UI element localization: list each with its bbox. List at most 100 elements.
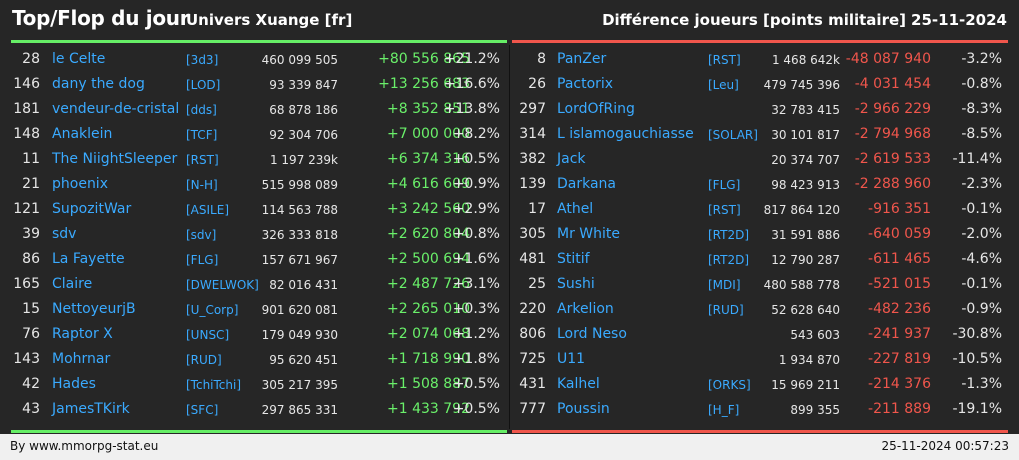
source-credit: By www.mmorpg-stat.eu [10,439,159,453]
alliance-tag-link[interactable]: [Leu] [708,78,739,92]
player-name-link[interactable]: PanZer [557,51,607,67]
rank: 431 [519,376,546,392]
player-name-link[interactable]: Raptor X [52,326,113,342]
points-value: 297 865 331 [261,403,338,417]
player-name-link[interactable]: SupozitWar [52,201,132,217]
flop-row: 139 Darkana [FLG] 98 423 913 -2 288 960 -2.3% [510,173,1019,198]
points-difference: +8 352 851 [387,101,470,117]
points-value: 305 217 395 [261,378,338,392]
rank: 777 [519,401,546,417]
alliance-tag-link[interactable]: [MDI] [708,278,741,292]
alliance-tag-link[interactable]: [DWELWOK] [186,278,259,292]
points-difference: -241 937 [868,326,931,342]
alliance-tag-link[interactable]: [RT2D] [708,228,750,242]
points-difference: -2 288 960 [854,176,931,192]
top-row: 21 phoenix [N-H] 515 998 089 +4 616 609 +0.9% [0,173,509,198]
player-name-link[interactable]: JamesTKirk [52,401,130,417]
alliance-tag-link[interactable]: [LOD] [186,78,221,92]
alliance-tag-link[interactable]: [RUD] [186,353,222,367]
player-name-link[interactable]: The NiightSleeper [52,151,178,167]
alliance-tag-link[interactable]: [RST] [186,153,219,167]
alliance-tag-link[interactable]: [FLG] [708,178,741,192]
rank: 806 [519,326,546,342]
alliance-tag-link[interactable]: [RST] [708,203,741,217]
points-value: 68 878 186 [269,103,338,117]
top-row: 39 sdv [sdv] 326 333 818 +2 620 804 +0.8% [0,223,509,248]
percent-change: -2.0% [961,226,1002,242]
percent-change: -2.3% [961,176,1002,192]
rank: 15 [22,301,40,317]
flop-row: 297 LordOfRing 32 783 415 -2 966 229 -8.3% [510,98,1019,123]
alliance-tag-link[interactable]: [sdv] [186,228,217,242]
player-name-link[interactable]: Sushi [557,276,595,292]
percent-change: +0.9% [452,176,500,192]
player-name-link[interactable]: Arkelion [557,301,614,317]
points-difference: +2 500 694 [387,251,470,267]
player-name-link[interactable]: U11 [557,351,586,367]
player-name-link[interactable]: Athel [557,201,594,217]
player-name-link[interactable]: Kalhel [557,376,600,392]
percent-change: +16.6% [443,76,500,92]
footer: By www.mmorpg-stat.eu 25-11-2024 00:57:2… [0,434,1019,460]
player-name-link[interactable]: Darkana [557,176,617,192]
alliance-tag-link[interactable]: [N-H] [186,178,218,192]
alliance-tag-link[interactable]: [H_F] [708,403,740,417]
alliance-tag-link[interactable]: [RST] [708,53,741,67]
percent-change: -10.5% [952,351,1002,367]
alliance-tag-link[interactable]: [3d3] [186,53,219,67]
header-date: 25-11-2024 [911,11,1007,29]
points-difference: +1 718 990 [387,351,470,367]
points-difference: -482 236 [868,301,931,317]
points-difference: -916 351 [868,201,931,217]
player-name-link[interactable]: Pactorix [557,76,614,92]
rank: 220 [519,301,546,317]
points-value: 114 563 788 [261,203,338,217]
alliance-tag-link[interactable]: [UNSC] [186,328,230,342]
alliance-tag-link[interactable]: [ORKS] [708,378,751,392]
player-name-link[interactable]: La Fayette [52,251,125,267]
alliance-tag-link[interactable]: [RUD] [708,303,744,317]
player-name-link[interactable]: Claire [52,276,93,292]
player-name-link[interactable]: Stitif [557,251,590,267]
alliance-tag-link[interactable]: [TchiTchi] [186,378,242,392]
points-difference: -4 031 454 [854,76,931,92]
player-name-link[interactable]: Jack [557,151,586,167]
points-difference: +7 000 000 [387,126,470,142]
percent-change: -1.3% [961,376,1002,392]
rank: 148 [13,126,40,142]
flop-accent-bar [512,40,1008,43]
player-name-link[interactable]: Mr White [557,226,620,242]
points-value: 480 588 778 [763,278,840,292]
alliance-tag-link[interactable]: [dds] [186,103,217,117]
alliance-tag-link[interactable]: [TCF] [186,128,218,142]
alliance-tag-link[interactable]: [ASILE] [186,203,229,217]
alliance-tag-link[interactable]: [RT2D] [708,253,750,267]
player-name-link[interactable]: Mohrnar [52,351,111,367]
player-name-link[interactable]: dany the dog [52,76,145,92]
points-value: 30 101 817 [771,128,840,142]
player-name-link[interactable]: vendeur-de-cristal [52,101,180,117]
points-difference: +1 433 792 [387,401,470,417]
player-name-link[interactable]: LordOfRing [557,101,635,117]
rank: 725 [519,351,546,367]
player-name-link[interactable]: le Celte [52,51,106,67]
alliance-tag-link[interactable]: [SOLAR] [708,128,758,142]
player-name-link[interactable]: phoenix [52,176,108,192]
player-name-link[interactable]: Anaklein [52,126,113,142]
player-name-link[interactable]: Lord Neso [557,326,627,342]
player-name-link[interactable]: NettoyeurjB [52,301,136,317]
player-name-link[interactable]: Poussin [557,401,610,417]
percent-change: +21.2% [443,51,500,67]
rank: 26 [528,76,546,92]
alliance-tag-link[interactable]: [SFC] [186,403,219,417]
player-name-link[interactable]: Hades [52,376,96,392]
alliance-tag-link[interactable]: [U_Corp] [186,303,239,317]
top-row: 143 Mohrnar [RUD] 95 620 451 +1 718 990 +1.8% [0,348,509,373]
flop-row: 25 Sushi [MDI] 480 588 778 -521 015 -0.1% [510,273,1019,298]
flop-row: 305 Mr White [RT2D] 31 591 886 -640 059 -2.0% [510,223,1019,248]
top-row: 86 La Fayette [FLG] 157 671 967 +2 500 694 +1… [0,248,509,273]
points-difference: +2 487 726 [387,276,470,292]
player-name-link[interactable]: L islamogauchiasse [557,126,694,142]
alliance-tag-link[interactable]: [FLG] [186,253,219,267]
player-name-link[interactable]: sdv [52,226,77,242]
